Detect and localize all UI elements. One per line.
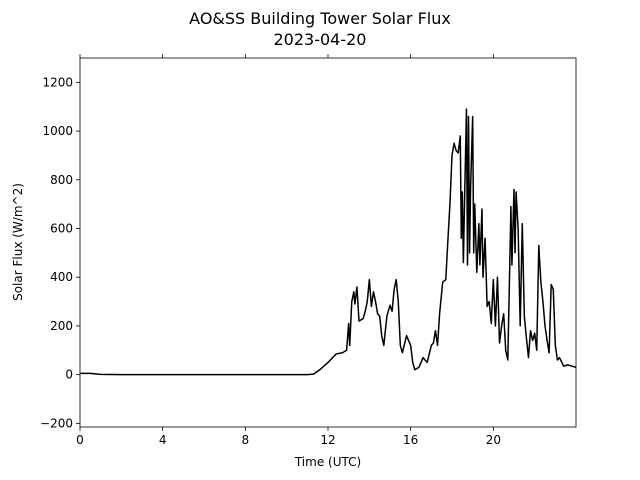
y-tick-label: 0 [65, 368, 73, 382]
x-tick-label: 12 [320, 433, 335, 447]
y-tick-label: 1000 [42, 124, 73, 138]
y-tick-label: −200 [40, 416, 73, 430]
x-tick-label: 16 [403, 433, 418, 447]
chart-subtitle: 2023-04-20 [274, 30, 367, 49]
plot-frame [79, 57, 577, 428]
y-tick-label: 1200 [42, 75, 73, 89]
y-tick-label: 400 [50, 270, 73, 284]
y-tick-label: 200 [50, 319, 73, 333]
x-tick-label: 8 [242, 433, 250, 447]
chart-title: AO&SS Building Tower Solar Flux [189, 9, 451, 28]
x-tick-label: 0 [76, 433, 84, 447]
x-tick-label: 20 [486, 433, 501, 447]
x-axis-label: Time (UTC) [294, 455, 361, 469]
y-tick-label: 600 [50, 221, 73, 235]
y-axis-label: Solar Flux (W/m^2) [11, 183, 25, 301]
x-tick-label: 4 [159, 433, 167, 447]
flux-line [80, 108, 577, 376]
y-tick-label: 800 [50, 173, 73, 187]
